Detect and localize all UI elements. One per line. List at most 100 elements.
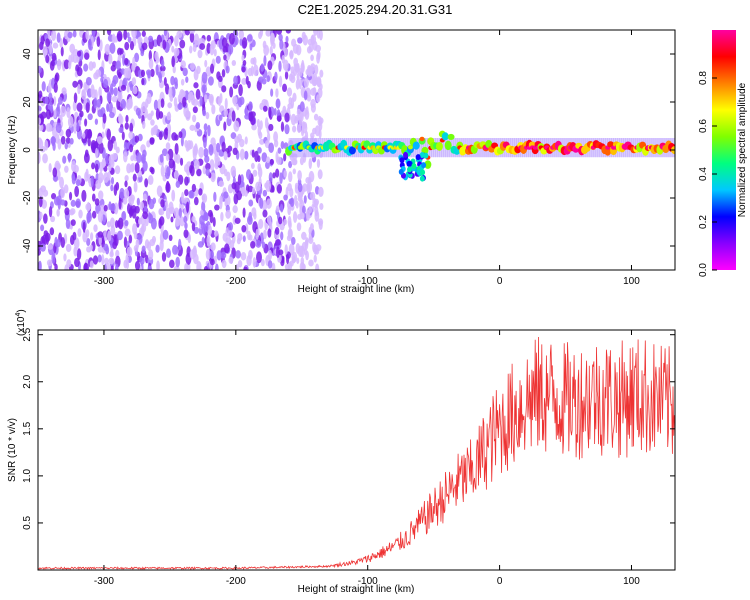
heatmap-cell — [161, 251, 167, 262]
x-tick-label: -100 — [358, 276, 378, 287]
heatmap-cell — [241, 66, 246, 73]
snr-x-label: Height of straight line (km) — [298, 584, 415, 595]
heatmap-cell — [283, 194, 288, 201]
y-tick-label: 1.5 — [22, 421, 33, 435]
heatmap-cell — [160, 165, 165, 177]
heatmap-cell — [76, 102, 83, 112]
heatmap-cell — [185, 201, 190, 213]
heatmap-cell — [282, 83, 288, 93]
heatmap-cell — [108, 257, 115, 265]
heatmap-cell — [291, 159, 297, 166]
heatmap-cell — [219, 92, 223, 104]
heatmap-cell — [295, 242, 301, 254]
y-tick-label: 1.0 — [22, 468, 33, 482]
heatmap-cell — [90, 88, 97, 99]
heatmap-cell — [241, 77, 247, 85]
heatmap-cell — [278, 75, 283, 88]
heatmap-cell — [242, 207, 246, 218]
heatmap-cell — [39, 243, 46, 252]
heatmap-cell — [146, 140, 151, 148]
heatmap-cell — [204, 155, 210, 164]
heatmap-cell — [250, 162, 255, 169]
heatmap-cell — [296, 257, 300, 264]
heatmap-cell — [163, 128, 168, 140]
heatmap-cell — [406, 160, 412, 167]
heatmap-cell — [259, 120, 263, 130]
heatmap-cell — [42, 45, 48, 57]
snr-panel: -300 -200 -100 0 100 0.5 1.0 1.5 2.0 2.5 Height o… — [7, 309, 676, 595]
heatmap-cell — [289, 197, 295, 208]
heatmap-cell — [302, 34, 308, 46]
heatmap-cell — [255, 228, 259, 241]
heatmap-cell — [168, 158, 175, 169]
heatmap-cell — [67, 115, 74, 128]
heatmap-cell — [319, 203, 324, 210]
heatmap-cell — [109, 251, 114, 258]
heatmap-cell — [106, 221, 111, 228]
heatmap-cell — [316, 158, 321, 168]
heatmap-cell — [57, 96, 63, 105]
heatmap-cell — [52, 42, 59, 49]
heatmap-cell — [142, 160, 148, 172]
heatmap-cell — [107, 171, 111, 181]
heatmap-cell — [316, 52, 321, 64]
heatmap-cell — [299, 157, 304, 166]
heatmap-cell — [48, 206, 53, 218]
heatmap-cell — [97, 210, 104, 223]
x-tick-label: 0 — [497, 276, 503, 287]
heatmap-cell — [252, 169, 258, 177]
heatmap-cell — [298, 68, 303, 77]
heatmap-cell — [262, 209, 268, 218]
heatmap-cell — [268, 249, 273, 261]
heatmap-cell — [313, 30, 318, 36]
heatmap-cell — [78, 209, 83, 219]
heatmap-cell — [310, 87, 317, 96]
heatmap-cell — [309, 191, 316, 201]
heatmap-cell — [273, 108, 277, 116]
heatmap-cell — [121, 131, 125, 141]
heatmap-cell — [48, 124, 53, 132]
heatmap-cell — [103, 243, 109, 252]
heatmap-cell — [248, 111, 254, 122]
heatmap-cell — [218, 114, 223, 121]
heatmap-cell — [285, 30, 292, 34]
heatmap-cell — [166, 166, 171, 177]
heatmap-cell — [265, 198, 272, 209]
heatmap-cell — [156, 185, 163, 197]
heatmap-cell — [306, 94, 312, 102]
heatmap-cell — [189, 62, 196, 71]
heatmap-cell — [63, 253, 67, 262]
heatmap-cell — [113, 87, 118, 97]
heatmap-cell — [184, 189, 189, 197]
heatmap-cell — [175, 180, 181, 188]
heatmap-cell — [68, 191, 73, 201]
heatmap-cell — [125, 67, 132, 79]
heatmap-cell — [303, 77, 309, 88]
heatmap-cell — [313, 113, 319, 121]
heatmap-cell — [259, 30, 264, 37]
heatmap-cell — [141, 245, 146, 254]
heatmap-cell — [234, 136, 241, 144]
heatmap-cell — [244, 190, 248, 197]
heatmap-cell — [300, 257, 305, 266]
heatmap-cell — [265, 161, 270, 170]
heatmap-cell — [218, 75, 223, 83]
heatmap-cell — [230, 132, 237, 140]
heatmap-cell — [52, 167, 58, 178]
heatmap-cell — [295, 44, 302, 56]
heatmap-cell — [293, 57, 299, 67]
heatmap-cell — [221, 259, 227, 269]
y-tick-label: 0.5 — [22, 516, 33, 530]
heatmap-cell — [126, 32, 130, 39]
heatmap-cell — [278, 216, 283, 225]
heatmap-cell — [266, 215, 272, 224]
heatmap-cell — [83, 152, 90, 164]
heatmap-cell — [216, 142, 221, 153]
heatmap-cell — [84, 118, 88, 127]
y-tick-label: 0 — [22, 147, 33, 153]
heatmap-cell — [210, 242, 216, 252]
heatmap-cell — [47, 243, 53, 250]
heatmap-cell — [107, 230, 112, 242]
heatmap-cell — [66, 107, 71, 119]
